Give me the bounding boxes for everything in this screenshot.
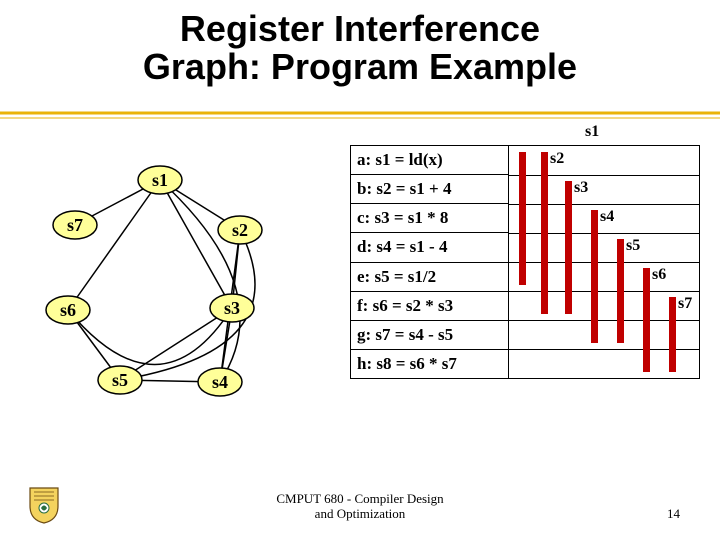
footer-line-1: CMPUT 680 - Compiler Design xyxy=(276,492,443,507)
footer-line-2: and Optimization xyxy=(276,507,443,522)
right-panel: s1 a: s1 = ld(x)s2s3s4s5s6s7 b: s2 = s1 … xyxy=(350,145,700,379)
lifetime-bar-s4 xyxy=(591,210,598,343)
svg-text:s1: s1 xyxy=(152,170,168,190)
svg-text:s2: s2 xyxy=(232,220,248,240)
lifetime-chart: s2 s3 s4 s5 s6 s7 xyxy=(509,146,699,378)
university-crest-icon xyxy=(28,486,60,524)
lifetime-bar-s6 xyxy=(643,268,650,372)
lifetime-label-s5: s5 xyxy=(626,237,640,255)
svg-text:s6: s6 xyxy=(60,300,76,320)
title-line-2: Graph: Program Example xyxy=(0,48,720,86)
page-number: 14 xyxy=(667,506,680,522)
title-line-1: Register Interference xyxy=(0,10,720,48)
stmt-b: b: s2 = s1 + 4 xyxy=(351,175,509,204)
lifetime-label-s4: s4 xyxy=(600,208,614,226)
stmt-e: e: s5 = s1/2 xyxy=(351,262,509,291)
lifetime-bar-s7 xyxy=(669,297,676,372)
lifetime-bar-s2 xyxy=(541,152,548,314)
lifetime-label-s2: s2 xyxy=(550,150,564,168)
lifetime-top-label: s1 xyxy=(585,123,599,141)
slide-title: Register Interference Graph: Program Exa… xyxy=(0,0,720,86)
svg-text:s5: s5 xyxy=(112,370,128,390)
stmt-g: g: s7 = s4 - s5 xyxy=(351,320,509,349)
svg-text:s3: s3 xyxy=(224,298,240,318)
lifetime-label-s3: s3 xyxy=(574,179,588,197)
stmt-h: h: s8 = s6 * s7 xyxy=(351,349,509,378)
title-underline xyxy=(0,108,720,118)
stmt-c: c: s3 = s1 * 8 xyxy=(351,204,509,233)
stmt-d: d: s4 = s1 - 4 xyxy=(351,233,509,262)
svg-text:s4: s4 xyxy=(212,372,228,392)
statement-table: a: s1 = ld(x) s2 s3 s4 s5 s6 s7 b: s2 = s1 + 4… xyxy=(350,145,700,379)
svg-text:s7: s7 xyxy=(67,215,83,235)
lifetime-label-s6: s6 xyxy=(652,266,666,284)
lifetime-bar-s3 xyxy=(565,181,572,314)
lifetime-bar-s1 xyxy=(519,152,526,285)
lifetime-bar-s5 xyxy=(617,239,624,343)
footer-text: CMPUT 680 - Compiler Design and Optimiza… xyxy=(276,492,443,522)
stmt-a: a: s1 = ld(x) xyxy=(351,146,509,175)
stmt-f: f: s6 = s2 * s3 xyxy=(351,291,509,320)
lifetime-label-s7: s7 xyxy=(678,295,692,313)
interference-graph: s1 s7 s2 s6 s3 s5 s4 xyxy=(20,160,320,460)
